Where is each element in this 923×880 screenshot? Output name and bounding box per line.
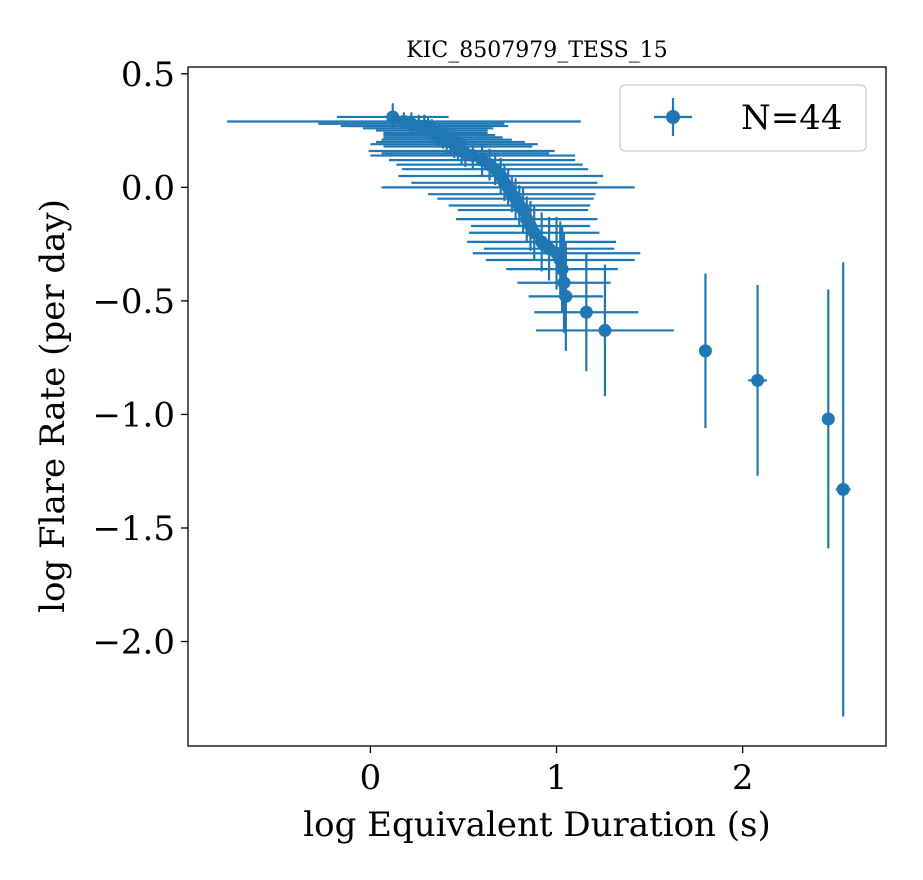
y-tick-label: −2.0: [92, 623, 175, 663]
y-tick-label: 0.0: [121, 168, 175, 208]
data-point: [386, 110, 400, 124]
data-point-group: [835, 262, 851, 717]
y-tick-label: 0.5: [121, 55, 175, 95]
legend-box: [619, 84, 867, 152]
data-point-group: [528, 241, 604, 351]
data-point: [579, 305, 593, 319]
data-point: [598, 323, 612, 337]
y-axis-label: log Flare Rate (per day): [33, 199, 73, 613]
data-point-group: [748, 285, 767, 476]
data-point: [821, 412, 835, 426]
y-tick-label: −1.0: [92, 395, 175, 435]
data-point-group: [469, 205, 600, 261]
data-point-group: [536, 264, 674, 397]
data-point-group: [698, 273, 712, 429]
data-point: [557, 276, 571, 290]
plot-area: [187, 66, 887, 747]
data-points-layer: [227, 103, 851, 717]
y-tick-label: −1.5: [92, 509, 175, 549]
x-axis-ticks: 0 1 2: [360, 746, 754, 798]
data-point: [698, 344, 712, 358]
x-axis-label: log Equivalent Duration (s): [303, 805, 770, 845]
legend-marker-dot: [666, 110, 680, 124]
x-tick-label: 1: [546, 758, 568, 798]
data-point: [836, 482, 850, 496]
y-axis-ticks: 0.5 0.0 −0.5 −1.0 −1.5 −2.0: [92, 55, 188, 663]
legend-label: N=44: [741, 98, 843, 138]
x-tick-label: 0: [360, 758, 382, 798]
axes-frame: [187, 66, 887, 747]
data-point-group: [821, 289, 835, 549]
legend: N=44: [619, 84, 867, 152]
y-tick-label: −0.5: [92, 282, 175, 322]
chart-title: KIC_8507979_TESS_15: [406, 38, 667, 63]
data-point: [527, 226, 541, 240]
data-point: [751, 373, 765, 387]
data-point: [559, 289, 573, 303]
x-tick-label: 2: [732, 758, 754, 798]
data-point-group: [456, 196, 598, 242]
data-point-group: [534, 253, 639, 372]
data-point-group: [517, 232, 611, 333]
